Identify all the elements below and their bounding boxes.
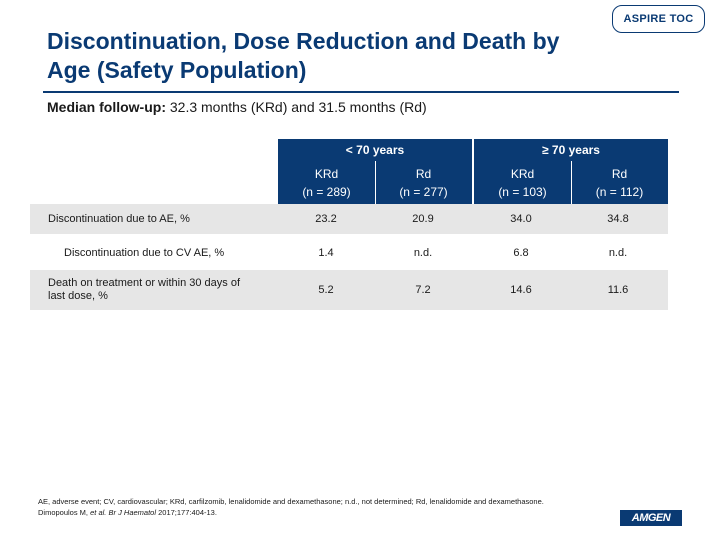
column-header: Rd (n = 277) bbox=[375, 161, 472, 204]
citation-journal: Br J Haematol bbox=[108, 508, 157, 517]
column-header: KRd (n = 103) bbox=[474, 161, 571, 204]
footnote-citation: Dimopoulos M, et al. Br J Haematol 2017;… bbox=[38, 507, 598, 518]
table-cell: 11.6 bbox=[607, 284, 629, 296]
aspire-toc-button[interactable]: ASPIRE TOC bbox=[612, 5, 705, 33]
citation-rest: 2017;177:404-13. bbox=[158, 508, 217, 517]
column-header: KRd (n = 289) bbox=[278, 161, 375, 204]
citation-authors: Dimopoulos M, bbox=[38, 508, 89, 517]
table-row: Death on treatment or within 30 days of … bbox=[30, 270, 668, 310]
table-cell: 34.0 bbox=[510, 213, 532, 225]
footnote: AE, adverse event; CV, cardiovascular; K… bbox=[38, 496, 598, 518]
column-arm: KRd bbox=[314, 167, 339, 181]
title-divider bbox=[43, 91, 679, 93]
page-title: Discontinuation, Dose Reduction and Deat… bbox=[47, 28, 560, 83]
column-n: (n = 112) bbox=[595, 185, 644, 199]
table-row: Discontinuation due to AE, % 23.2 20.9 3… bbox=[30, 204, 668, 234]
column-divider bbox=[571, 161, 572, 204]
table-cell: 34.8 bbox=[607, 213, 629, 225]
column-divider bbox=[473, 161, 474, 204]
column-arm: KRd bbox=[510, 167, 535, 181]
amgen-logo: AMGEN bbox=[620, 510, 682, 526]
column-n: (n = 289) bbox=[302, 185, 351, 199]
row-label: Discontinuation due to CV AE, % bbox=[64, 247, 225, 259]
table-cell: 23.2 bbox=[315, 213, 337, 225]
column-arm: Rd bbox=[415, 167, 432, 181]
table-cell: 1.4 bbox=[318, 247, 334, 259]
subtitle-label: Median follow-up: bbox=[47, 99, 166, 115]
subtitle: Median follow-up: 32.3 months (KRd) and … bbox=[47, 99, 427, 115]
footnote-abbreviations: AE, adverse event; CV, cardiovascular; K… bbox=[38, 497, 544, 506]
citation-etal: et al. bbox=[90, 508, 107, 517]
table-cell: 6.8 bbox=[513, 247, 529, 259]
row-label: Death on treatment or within 30 days of … bbox=[48, 277, 240, 302]
table-cell: 20.9 bbox=[412, 213, 434, 225]
column-divider bbox=[375, 161, 376, 204]
subtitle-text: 32.3 months (KRd) and 31.5 months (Rd) bbox=[169, 99, 427, 115]
table-cell: 14.6 bbox=[510, 284, 532, 296]
table-cell: 7.2 bbox=[415, 284, 431, 296]
table-cell: 5.2 bbox=[318, 284, 334, 296]
column-n: (n = 277) bbox=[399, 185, 448, 199]
column-n: (n = 103) bbox=[498, 185, 547, 199]
column-arm: Rd bbox=[611, 167, 628, 181]
group-header-70-plus: ≥ 70 years bbox=[474, 139, 668, 161]
row-label: Discontinuation due to AE, % bbox=[48, 213, 190, 225]
table-cell: n.d. bbox=[413, 247, 433, 259]
group-header-under-70: < 70 years bbox=[278, 139, 472, 161]
table-row: Discontinuation due to CV AE, % 1.4 n.d.… bbox=[30, 234, 668, 270]
table-cell: n.d. bbox=[608, 247, 628, 259]
column-header: Rd (n = 112) bbox=[571, 161, 668, 204]
